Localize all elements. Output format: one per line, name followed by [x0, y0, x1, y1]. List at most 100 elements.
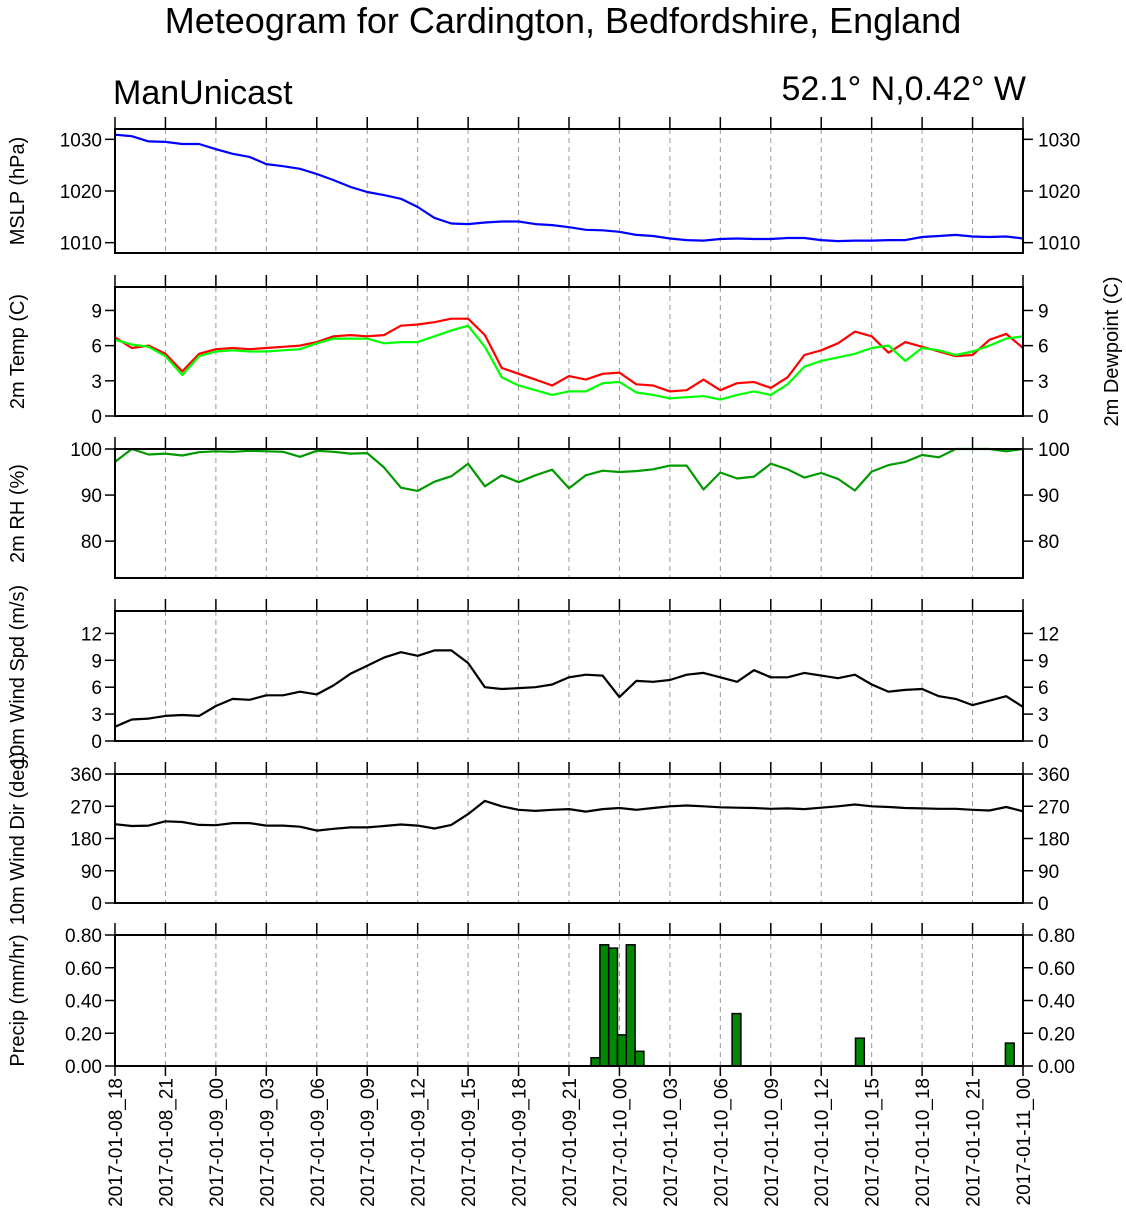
x-tick-label: 2017-01-08_21: [156, 1078, 177, 1207]
y-tick-label: 180: [70, 830, 102, 851]
panel-frame: [114, 934, 1024, 1067]
y-tick-label-right: 0.80: [1038, 926, 1075, 947]
y-tick-label-right: 0.20: [1038, 1024, 1075, 1045]
series-line: [114, 447, 1024, 492]
y-axis-label: MSLP (hPa): [7, 137, 29, 246]
x-tick-label: 2017-01-10_00: [610, 1078, 631, 1207]
y-tick-label-right: 3: [1038, 705, 1049, 726]
y-tick-label: 0.00: [65, 1057, 102, 1078]
x-tick-label: 2017-01-10_15: [863, 1078, 884, 1207]
y-tick-label-right: 12: [1038, 624, 1059, 645]
y-tick-label-right: 9: [1038, 651, 1049, 672]
y-tick-label-right: 90: [1038, 862, 1059, 883]
y-tick-label-right: 6: [1038, 337, 1049, 358]
series-line: [114, 133, 1024, 243]
y-tick-label-right: 0.60: [1038, 959, 1075, 980]
y-tick-label-right: 0: [1038, 732, 1049, 753]
y-tick-label: 9: [91, 301, 102, 322]
y-tick-label-right: 3: [1038, 372, 1049, 393]
y-tick-label-right: 0.40: [1038, 992, 1075, 1013]
precip-bar: [1004, 1042, 1015, 1067]
x-tick-label: 2017-01-11_00: [1014, 1078, 1035, 1205]
y-tick-label-right: 90: [1038, 486, 1059, 507]
precip-bar: [731, 1012, 742, 1067]
precip-bar: [854, 1037, 866, 1067]
y-tick-label: 0.40: [65, 992, 102, 1013]
y-tick-label-right: 1010: [1038, 234, 1080, 255]
y-axis-label-right: 2m Dewpoint (C): [1101, 276, 1123, 426]
y-tick-label: 1020: [60, 182, 102, 203]
x-tick-label: 2017-01-10_18: [913, 1078, 934, 1207]
y-tick-label: 90: [81, 486, 102, 507]
x-tick-label: 2017-01-10_06: [711, 1078, 732, 1207]
x-tick-label: 2017-01-08_18: [106, 1078, 127, 1207]
precip-bar: [607, 947, 619, 1067]
y-axis-label: 2m Temp (C): [7, 294, 29, 409]
panel-1: 1010 1010 1020 1020 1030 1030 MSLP (hPa): [7, 117, 1080, 255]
y-tick-label-right: 9: [1038, 301, 1049, 322]
y-tick-label: 0.60: [65, 959, 102, 980]
y-tick-label-right: 80: [1038, 532, 1059, 553]
y-tick-label: 0.20: [65, 1024, 102, 1045]
precip-bar: [616, 1034, 628, 1067]
model-label: ManUnicast: [113, 74, 293, 112]
y-tick-label-right: 1030: [1038, 130, 1080, 151]
y-tick-label: 270: [70, 797, 102, 818]
x-tick-label: 2017-01-09_15: [459, 1078, 480, 1207]
y-tick-label: 0.80: [65, 926, 102, 947]
series-line: [114, 324, 1024, 401]
precip-bar: [590, 1057, 601, 1067]
y-tick-label-right: 6: [1038, 678, 1049, 699]
y-tick-label-right: 180: [1038, 830, 1070, 851]
y-tick-label-right: 0: [1038, 407, 1049, 428]
location-label: 52.1° N,0.42° W: [781, 70, 1026, 108]
y-tick-label: 80: [81, 532, 102, 553]
y-axis-label: 2m RH (%): [7, 464, 29, 563]
x-tick-label: 2017-01-09_21: [560, 1078, 581, 1207]
y-tick-label: 1010: [60, 234, 102, 255]
y-tick-label: 12: [81, 624, 102, 645]
x-tick-label: 2017-01-09_18: [510, 1078, 531, 1207]
panel-frame: [114, 773, 1024, 904]
x-tick-label: 2017-01-10_09: [762, 1078, 783, 1207]
y-tick-label: 9: [91, 651, 102, 672]
y-tick-label: 6: [91, 337, 102, 358]
y-tick-label: 100: [70, 440, 102, 461]
y-tick-label: 360: [70, 765, 102, 786]
y-tick-label-right: 1020: [1038, 182, 1080, 203]
y-tick-label: 90: [81, 862, 102, 883]
series-line: [114, 317, 1024, 393]
x-tick-label: 2017-01-10_12: [812, 1078, 833, 1207]
x-tick-label: 2017-01-09_06: [308, 1078, 329, 1207]
x-tick-label: 2017-01-09_12: [409, 1078, 430, 1207]
y-tick-label-right: 100: [1038, 440, 1070, 461]
precip-bar: [625, 944, 636, 1067]
chart-title: Meteogram for Cardington, Bedfordshire, …: [164, 0, 962, 41]
x-tick-label: 2017-01-09_03: [257, 1078, 278, 1207]
y-axis-label: 10m Wind Dir (deg): [7, 752, 29, 925]
y-tick-label-right: 0.00: [1038, 1057, 1075, 1078]
series-line: [114, 649, 1024, 728]
panel-4: 0 0 3 3 6 6 9 9 12 12 10m Wind Spd (m/s): [7, 585, 1059, 767]
y-tick-label: 0: [91, 407, 102, 428]
panel-3: 80 80 90 90 100 100 2m RH (%): [7, 437, 1070, 579]
panel-2: 0 0 3 3 6 6 9 9 2m Temp (C) 2m Dewpoint (C): [7, 275, 1123, 428]
y-tick-label-right: 360: [1038, 765, 1070, 786]
panel-frame: [114, 448, 1024, 579]
y-axis-label: 10m Wind Spd (m/s): [7, 585, 29, 767]
x-tick-label: 2017-01-10_21: [964, 1078, 985, 1207]
y-tick-label: 0: [91, 894, 102, 915]
y-tick-label-right: 270: [1038, 797, 1070, 818]
y-tick-label: 0: [91, 732, 102, 753]
precip-bar: [599, 944, 610, 1067]
y-tick-label: 1030: [60, 130, 102, 151]
panel-5: 0 0 90 90 180 180 270 270 360 360 10m Wind Dir (de…: [7, 752, 1070, 925]
panel-frame: [114, 286, 1024, 417]
y-axis-label: Precip (mm/hr): [7, 934, 29, 1066]
precip-bar: [634, 1050, 645, 1067]
series-line: [114, 799, 1024, 832]
x-tick-label: 2017-01-10_03: [661, 1078, 682, 1207]
panel-6: 0.00 0.00 0.20 0.20 0.40 0.40 0.60 0.60 0.80 0.80…: [7, 923, 1075, 1207]
panel-frame: [114, 128, 1024, 254]
